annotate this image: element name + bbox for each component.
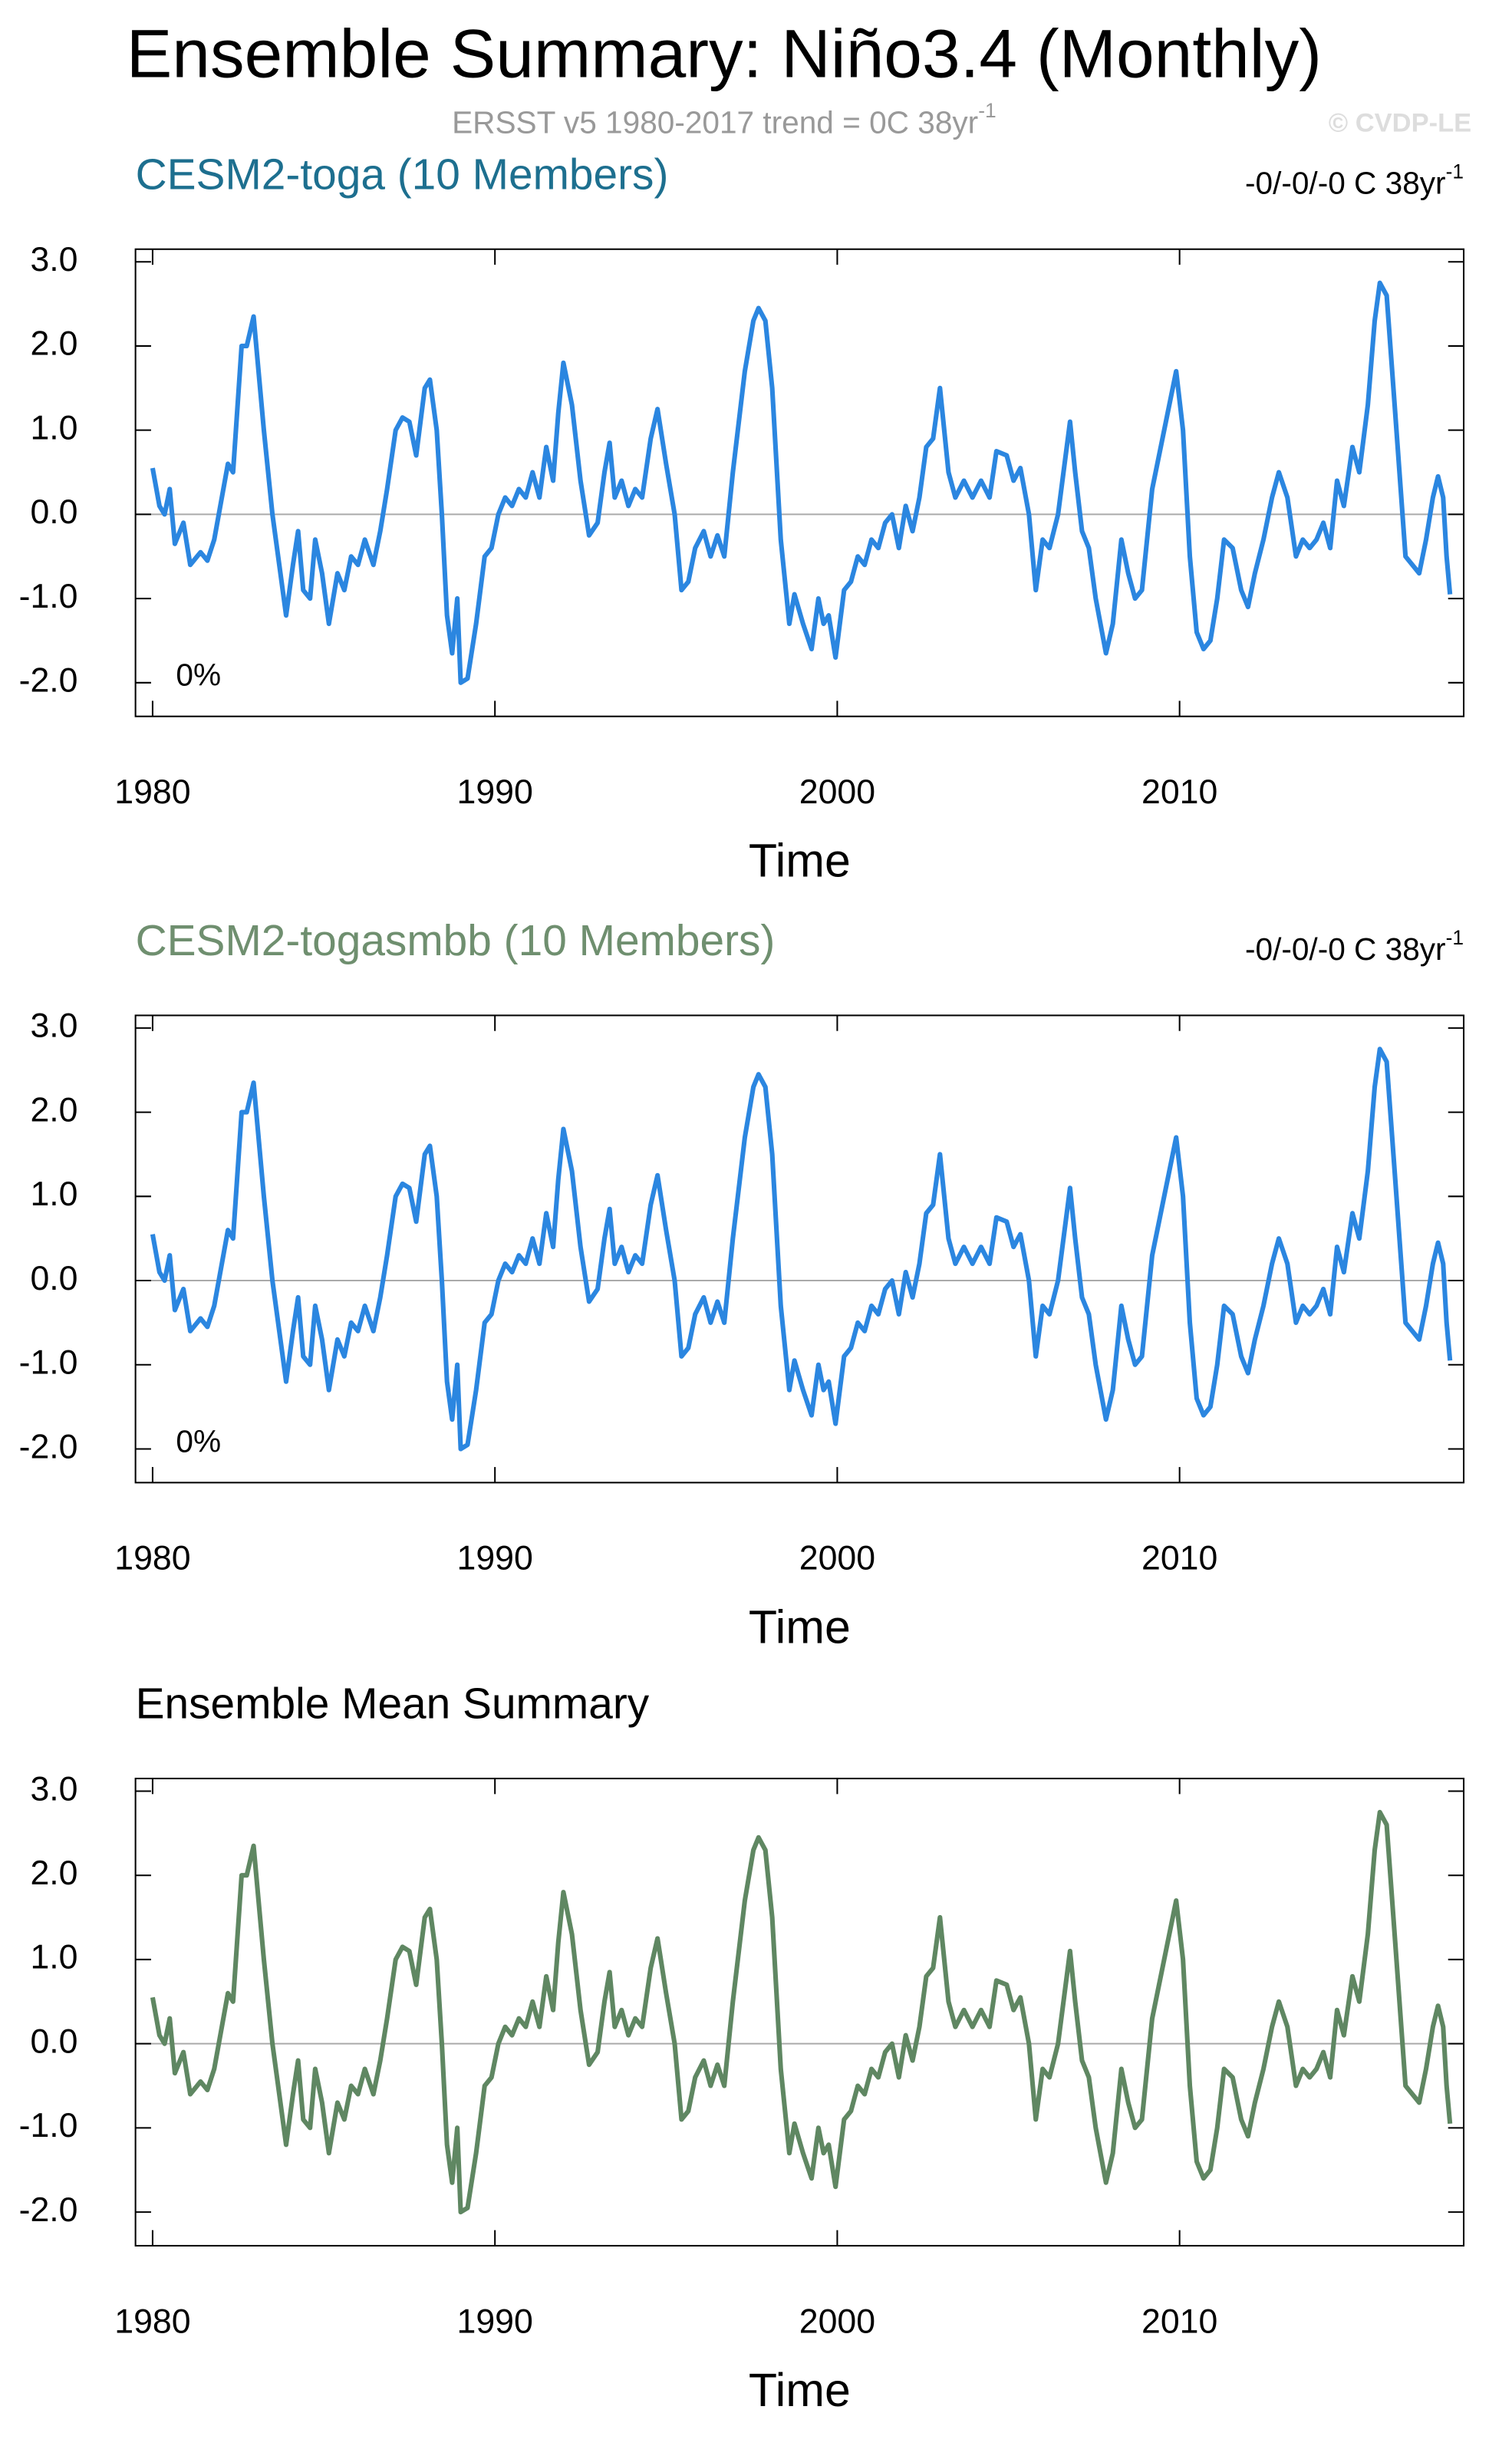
x-axis-label: Time: [749, 1600, 851, 1653]
panel-title: Ensemble Mean Summary: [136, 1680, 650, 1729]
y-tick-label: -1.0: [19, 578, 78, 615]
y-tick-label: 1.0: [30, 1939, 77, 1976]
x-tick-label: 1980: [114, 2303, 190, 2340]
x-tick-label: 1990: [457, 1540, 533, 1577]
y-tick-label: -2.0: [19, 662, 78, 700]
y-tick-label: 3.0: [30, 241, 77, 279]
y-tick-label: 2.0: [30, 325, 77, 363]
x-tick-label: 2010: [1141, 1540, 1217, 1577]
annotation: 0%: [176, 1423, 221, 1459]
x-axis-label: Time: [749, 835, 851, 887]
page-title: Ensemble Summary: Niño3.4 (Monthly): [127, 15, 1322, 92]
data-line: [150, 1047, 1453, 1452]
panel-title: CESM2-toga (10 Members): [136, 150, 669, 199]
y-tick-label: 3.0: [30, 1007, 77, 1045]
y-tick-label: 2.0: [30, 1091, 77, 1129]
subtitle-sup: -1: [978, 99, 996, 122]
trend-label: -0/-0/-0 C 38yr-1: [1245, 160, 1464, 200]
x-tick-label: 2010: [1141, 2303, 1217, 2340]
y-tick-label: -1.0: [19, 1344, 78, 1382]
x-tick-label: 2010: [1141, 773, 1217, 811]
y-tick-label: 0.0: [30, 493, 77, 531]
data-line: [150, 1809, 1453, 2215]
y-tick-label: 1.0: [30, 409, 77, 447]
panel-title: CESM2-togasmbb (10 Members): [136, 917, 776, 965]
x-tick-label: 2000: [799, 2303, 875, 2340]
x-tick-label: 2000: [799, 773, 875, 811]
x-tick-label: 1980: [114, 1540, 190, 1577]
x-tick-label: 1980: [114, 773, 190, 811]
y-tick-label: 3.0: [30, 1770, 77, 1808]
y-tick-label: 0.0: [30, 1260, 77, 1297]
y-tick-label: 2.0: [30, 1854, 77, 1892]
subtitle-text: ERSST v5 1980-2017 trend = 0C 38yr: [452, 104, 978, 140]
x-tick-label: 1990: [457, 773, 533, 811]
trend-text: -0/-0/-0 C 38yr: [1245, 931, 1446, 967]
x-tick-label: 2000: [799, 1540, 875, 1577]
y-tick-label: -1.0: [19, 2107, 78, 2144]
trend-text: -0/-0/-0 C 38yr: [1245, 165, 1446, 200]
data-line: [150, 280, 1453, 685]
trend-sup: -1: [1446, 926, 1464, 949]
x-axis-label: Time: [749, 2364, 851, 2416]
credit: © CVDP-LE: [1329, 108, 1471, 137]
page-subtitle: ERSST v5 1980-2017 trend = 0C 38yr-1: [452, 99, 996, 140]
y-tick-label: -2.0: [19, 1428, 78, 1465]
plot-frame: [134, 1778, 1465, 2247]
plot-frame: [134, 248, 1465, 717]
y-tick-label: 1.0: [30, 1175, 77, 1213]
x-tick-label: 1990: [457, 2303, 533, 2340]
y-tick-label: -2.0: [19, 2191, 78, 2229]
trend-label: -0/-0/-0 C 38yr-1: [1245, 926, 1464, 967]
trend-sup: -1: [1446, 160, 1464, 183]
y-tick-label: 0.0: [30, 2022, 77, 2060]
annotation: 0%: [176, 658, 221, 693]
plot-frame: [134, 1014, 1465, 1484]
